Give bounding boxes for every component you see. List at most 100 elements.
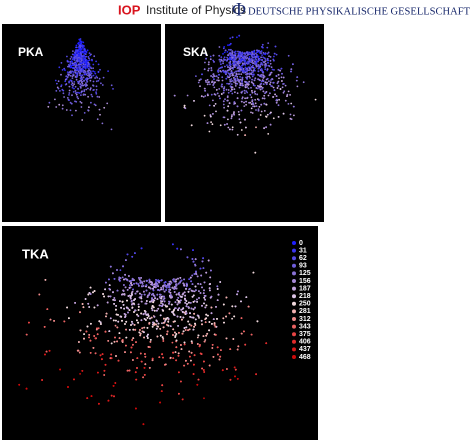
particle [161, 300, 164, 303]
particle [96, 95, 99, 98]
particle [79, 67, 81, 70]
particle [108, 278, 110, 281]
particle [229, 75, 232, 77]
particle [113, 303, 115, 305]
particle [69, 70, 72, 73]
particle [225, 77, 228, 80]
particle [178, 392, 180, 395]
particle [220, 349, 222, 351]
particle [112, 385, 115, 387]
particle [218, 46, 221, 48]
particle [240, 73, 243, 75]
particle [74, 51, 76, 54]
particle [216, 92, 219, 95]
particle [75, 46, 78, 49]
particle [168, 308, 171, 311]
particle [101, 122, 104, 125]
particle [127, 307, 130, 310]
particle [80, 94, 82, 96]
particle [229, 42, 232, 45]
particle [269, 59, 272, 62]
particle [262, 80, 265, 82]
legend-label: 156 [299, 278, 311, 285]
particle [190, 124, 193, 127]
particle [139, 292, 141, 295]
particle [156, 289, 159, 291]
particle [127, 295, 130, 297]
particle [255, 105, 258, 107]
particle [261, 97, 264, 100]
particle [256, 87, 259, 90]
particle [203, 68, 206, 71]
particle [143, 280, 146, 283]
particle [148, 367, 151, 369]
particle [225, 296, 228, 299]
particle [195, 289, 197, 292]
particle [177, 282, 180, 285]
particle [261, 46, 263, 48]
particle [233, 366, 236, 369]
particle [241, 52, 243, 55]
particle [149, 341, 152, 343]
particle [71, 70, 73, 73]
particle [234, 80, 237, 83]
particle [233, 71, 236, 74]
particle [254, 98, 257, 101]
particle [129, 284, 131, 287]
particle [90, 75, 93, 77]
particle [148, 278, 151, 281]
particle [240, 54, 243, 56]
particle [246, 75, 249, 78]
particle [210, 67, 213, 69]
particle [239, 78, 242, 81]
particle [137, 309, 140, 311]
particle [220, 85, 223, 87]
particle [81, 64, 83, 67]
particle [67, 65, 69, 68]
particle [197, 334, 200, 337]
particle [213, 75, 216, 78]
particle [59, 90, 61, 92]
legend-swatch [292, 355, 296, 359]
particle [210, 269, 212, 272]
particle [269, 92, 271, 95]
particle [90, 395, 93, 397]
particle [210, 69, 213, 72]
particle [203, 281, 206, 284]
particle [76, 55, 79, 58]
particle [290, 70, 292, 73]
particle [103, 369, 106, 372]
particle [274, 45, 277, 48]
particle [178, 301, 181, 304]
particle [94, 77, 96, 79]
particle [162, 309, 165, 312]
particle [72, 91, 75, 93]
particle [78, 53, 80, 56]
particle [70, 83, 73, 86]
particle [115, 308, 117, 311]
particle [253, 51, 256, 53]
particle [153, 295, 156, 298]
particle [154, 297, 157, 300]
particle [211, 123, 214, 126]
particle [66, 97, 69, 99]
particle [95, 92, 98, 95]
particle [48, 349, 51, 352]
particle [277, 104, 280, 107]
particle [223, 87, 226, 90]
particle [153, 283, 156, 286]
particle [234, 53, 237, 55]
particle [78, 351, 81, 354]
particle [160, 302, 162, 304]
particle [267, 59, 270, 62]
particle [265, 126, 267, 129]
particle [245, 81, 248, 83]
particle [218, 67, 221, 70]
particle [188, 323, 191, 326]
particle [155, 281, 157, 284]
particle [212, 99, 214, 102]
particle [181, 293, 184, 296]
particle [173, 291, 176, 293]
particle [133, 299, 135, 302]
particle [261, 54, 263, 56]
